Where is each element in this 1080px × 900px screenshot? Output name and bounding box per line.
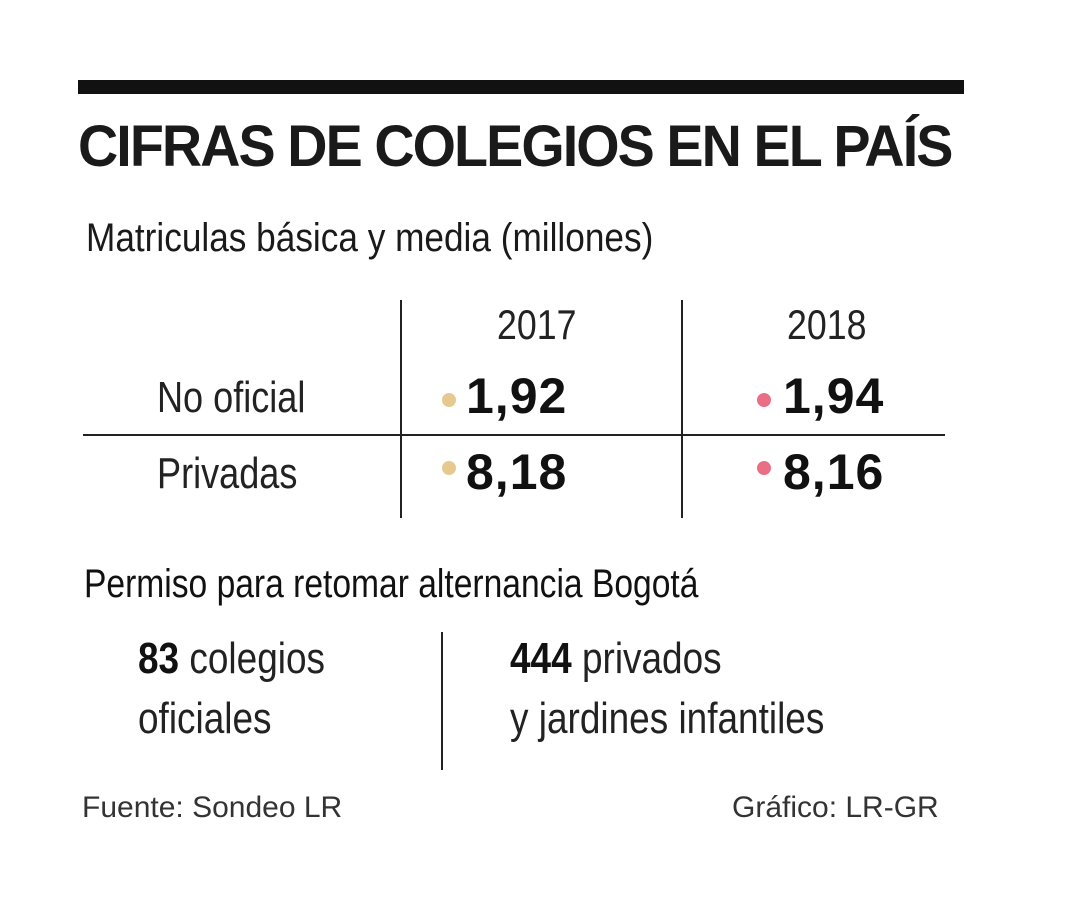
value-no-oficial-2017: 1,92 [466,368,568,424]
section2-divider [441,632,443,770]
value-no-oficial-2018: 1,94 [783,368,885,424]
dot-2018-icon [757,393,771,407]
top-rule [78,80,964,94]
stat-privados-number: 444 [510,634,572,683]
dot-2017-icon [442,393,456,407]
section-title-alternancia: Permiso para retomar alternancia Bogotá [84,562,699,606]
stat-oficiales-line1: 83 colegios [138,632,325,686]
table-divider-2 [681,300,683,518]
year-header-2018: 2018 [787,301,867,348]
stat-privados-line2: y jardines infantiles [510,694,825,743]
footer-credit: Gráfico: LR-GR [732,791,939,824]
table-divider-1 [400,300,402,518]
footer-source: Fuente: Sondeo LR [82,791,343,824]
table-subtitle: Matriculas básica y media (millones) [86,216,654,260]
stat-privados-line1: 444 privados [510,632,722,686]
stat-oficiales-line2: oficiales [138,694,272,743]
stat-oficiales-text1: colegios [189,634,326,683]
page-title: CIFRAS DE COLEGIOS EN EL PAÍS [78,114,953,179]
stat-oficiales-number: 83 [138,634,180,683]
dot-2018-icon [757,461,771,475]
row-label-privadas: Privadas [157,449,298,498]
year-header-2017: 2017 [497,301,577,348]
value-privadas-2018: 8,16 [783,444,885,500]
value-privadas-2017: 8,18 [466,444,568,500]
table-row-divider [83,434,945,436]
row-label-no-oficial: No oficial [157,373,306,422]
dot-2017-icon [442,461,456,475]
stat-privados-text1: privados [581,634,722,683]
